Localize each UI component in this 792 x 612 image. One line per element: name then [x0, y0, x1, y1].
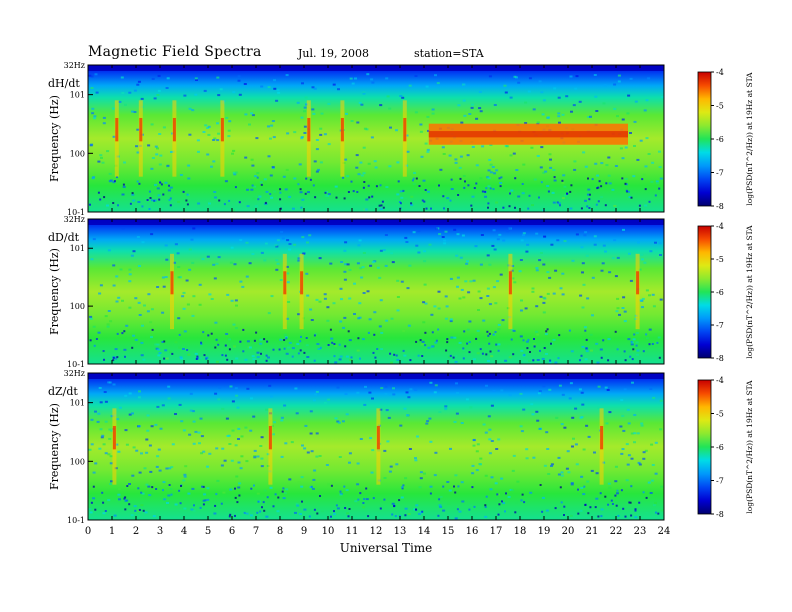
x-tick-label: 17 — [490, 526, 503, 537]
y-axis-label: Frequency (Hz) — [48, 403, 61, 490]
x-tick-label: 6 — [229, 526, 235, 537]
x-tick-label: 11 — [346, 526, 359, 537]
y-axis-label: Frequency (Hz) — [48, 95, 61, 182]
y-tick-label: 10-1 — [67, 208, 85, 217]
x-axis-label: Universal Time — [339, 541, 433, 555]
colorbar-tick-label: -4 — [716, 222, 724, 231]
y-tick-label: 100 — [70, 149, 85, 158]
station-label: station=STA — [414, 47, 484, 60]
colorbar-tick-label: -4 — [716, 68, 724, 77]
colorbar-tick-label: -7 — [716, 169, 724, 178]
x-tick-label: 8 — [277, 526, 283, 537]
panel-1: 10-1 100 101 32Hz dD/dt Frequency (Hz) -8 -7 -6 -… — [48, 215, 754, 369]
x-tick-label: 15 — [442, 526, 455, 537]
x-tick-label: 5 — [205, 526, 211, 537]
colorbar-tick-label: -7 — [716, 477, 724, 486]
colorbar-tick-label: -6 — [716, 288, 724, 297]
colorbar-label: log(PSD(nT^2/Hz)) at 19Hz at STA — [745, 380, 754, 514]
spectrogram-texture — [89, 227, 663, 364]
panel-2: 10-1 100 101 32Hz dZ/dt Frequency (Hz) -8 -7 -6 -… — [48, 369, 754, 525]
x-tick-label: 22 — [610, 526, 623, 537]
x-tick-label: 16 — [466, 526, 479, 537]
component-label: dD/dt — [48, 231, 80, 244]
component-label: dZ/dt — [48, 385, 78, 398]
colorbar-tick-label: -8 — [716, 510, 724, 519]
date-label: Jul. 19, 2008 — [298, 47, 369, 60]
colorbar-tick-label: -5 — [716, 255, 724, 264]
colorbar — [697, 71, 712, 207]
y-tick-label: 100 — [70, 457, 85, 466]
y-tick-label: 101 — [70, 244, 85, 253]
x-tick-label: 18 — [514, 526, 527, 537]
chart-title: Magnetic Field Spectra — [88, 44, 262, 60]
colorbar-tick-label: -8 — [716, 354, 724, 363]
colorbar-tick-label: -6 — [716, 135, 724, 144]
x-tick-label: 1 — [109, 526, 115, 537]
x-tick-label: 0 — [85, 526, 91, 537]
y-axis-label: Frequency (Hz) — [48, 248, 61, 335]
colorbar-tick-label: -4 — [716, 376, 724, 385]
y-tick-label: 100 — [70, 302, 85, 311]
spectrogram-background — [88, 373, 664, 520]
y-tick-label: 101 — [70, 399, 85, 408]
x-tick-label: 20 — [562, 526, 575, 537]
y-tick-label: 32Hz — [64, 61, 85, 70]
x-tick-label: 7 — [253, 526, 259, 537]
x-tick-label: 4 — [181, 526, 187, 537]
x-tick-label: 2 — [133, 526, 139, 537]
x-tick-label: 24 — [658, 526, 671, 537]
spectrogram-texture — [88, 381, 664, 520]
y-tick-label: 101 — [70, 91, 85, 100]
colorbar-tick-label: -6 — [716, 443, 724, 452]
colorbar-label: log(PSD(nT^2/Hz)) at 19Hz at STA — [745, 225, 754, 359]
x-tick-label: 14 — [418, 526, 431, 537]
colorbar-tick-label: -8 — [716, 202, 724, 211]
x-tick-label: 23 — [634, 526, 647, 537]
spectrogram-background — [88, 219, 664, 364]
x-tick-label: 10 — [322, 526, 335, 537]
colorbar — [697, 379, 712, 515]
x-tick-label: 3 — [157, 526, 163, 537]
colorbar-label: log(PSD(nT^2/Hz)) at 19Hz at STA — [745, 72, 754, 206]
colorbar-tick-label: -5 — [716, 410, 724, 419]
y-tick-label: 10-1 — [67, 516, 85, 525]
x-tick-label: 12 — [370, 526, 383, 537]
x-tick-label: 13 — [394, 526, 407, 537]
y-tick-label: 32Hz — [64, 215, 85, 224]
colorbar-tick-label: -7 — [716, 321, 724, 330]
component-label: dH/dt — [48, 77, 80, 90]
y-tick-label: 32Hz — [64, 369, 85, 378]
colorbar-tick-label: -5 — [716, 102, 724, 111]
x-tick-label: 9 — [301, 526, 307, 537]
x-tick-label: 21 — [586, 526, 599, 537]
colorbar — [697, 225, 712, 359]
panel-0: 10-1 100 101 32Hz dH/dt Frequency (Hz) -8 -7 -6 -… — [48, 61, 754, 217]
x-tick-label: 19 — [538, 526, 551, 537]
y-tick-label: 10-1 — [67, 360, 85, 369]
